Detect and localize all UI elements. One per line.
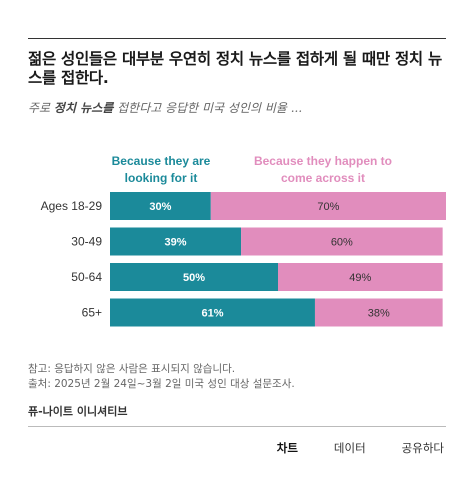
footnotes: 참고: 응답하지 않은 사람은 표시되지 않습니다. 출처: 2025년 2월 … xyxy=(28,362,295,392)
organization-name: 퓨-나이트 이니셔티브 xyxy=(28,405,128,418)
bar-come-across xyxy=(241,227,443,256)
bar-value-label: 70% xyxy=(317,201,339,213)
category-label: Ages 18-29 xyxy=(41,199,103,213)
stacked-bar-chart: Because they are looking for it Because … xyxy=(41,154,446,327)
tab-chart[interactable]: 차트 xyxy=(276,441,298,455)
subtitle-bold: 정치 뉴스를 xyxy=(53,101,114,115)
bar-come-across xyxy=(314,298,443,327)
bars-group: Ages 18-29 30% 70% 30-49 39% 60% 50-64 50% 49% 65… xyxy=(41,192,446,327)
bottom-rule xyxy=(28,426,446,427)
bar-value-label: 61% xyxy=(201,308,223,320)
legend-across-line2: come across it xyxy=(281,171,365,185)
category-label: 65+ xyxy=(82,306,102,320)
bar-come-across xyxy=(210,192,446,220)
note-text: 참고: 응답하지 않은 사람은 표시되지 않습니다. xyxy=(28,363,236,375)
category-label: 30-49 xyxy=(71,235,102,249)
legend-looking-line1: Because they are xyxy=(112,154,211,168)
legend: Because they are looking for it Because … xyxy=(112,154,392,185)
bar-looking xyxy=(110,298,315,327)
tab-share[interactable]: 공유하다 xyxy=(401,441,444,455)
bar-value-label: 30% xyxy=(149,201,171,213)
bar-value-label: 49% xyxy=(349,272,371,284)
tab-bar: 차트 데이터 공유하다 xyxy=(277,440,444,456)
bar-value-label: 50% xyxy=(183,272,205,284)
bar-value-label: 38% xyxy=(368,308,390,320)
bar-come-across xyxy=(278,263,443,291)
top-rule xyxy=(28,38,446,39)
subtitle-pre: 주로 xyxy=(28,101,54,115)
subtitle-post: 접한다고 응답한 미국 성인의 비율 ... xyxy=(113,101,303,115)
bar-value-label: 39% xyxy=(165,237,187,249)
tab-data[interactable]: 데이터 xyxy=(333,441,366,455)
legend-looking-line2: looking for it xyxy=(125,171,198,185)
category-label: 50-64 xyxy=(71,270,102,284)
chart-subtitle: 주로 정치 뉴스를 접한다고 응답한 미국 성인의 비율 ... xyxy=(28,99,448,116)
source-text: 출처: 2025년 2월 24일~3월 2일 미국 성인 대상 설문조사. xyxy=(28,378,295,390)
bar-looking xyxy=(110,227,242,256)
bar-looking xyxy=(110,263,278,291)
bar-value-label: 60% xyxy=(331,237,353,249)
chart-title: 젊은 성인들은 대부분 우연히 정치 뉴스를 접하게 될 때만 정치 뉴스를 접… xyxy=(28,50,442,87)
legend-across-line1: Because they happen to xyxy=(254,154,392,168)
bar-looking xyxy=(110,192,211,220)
